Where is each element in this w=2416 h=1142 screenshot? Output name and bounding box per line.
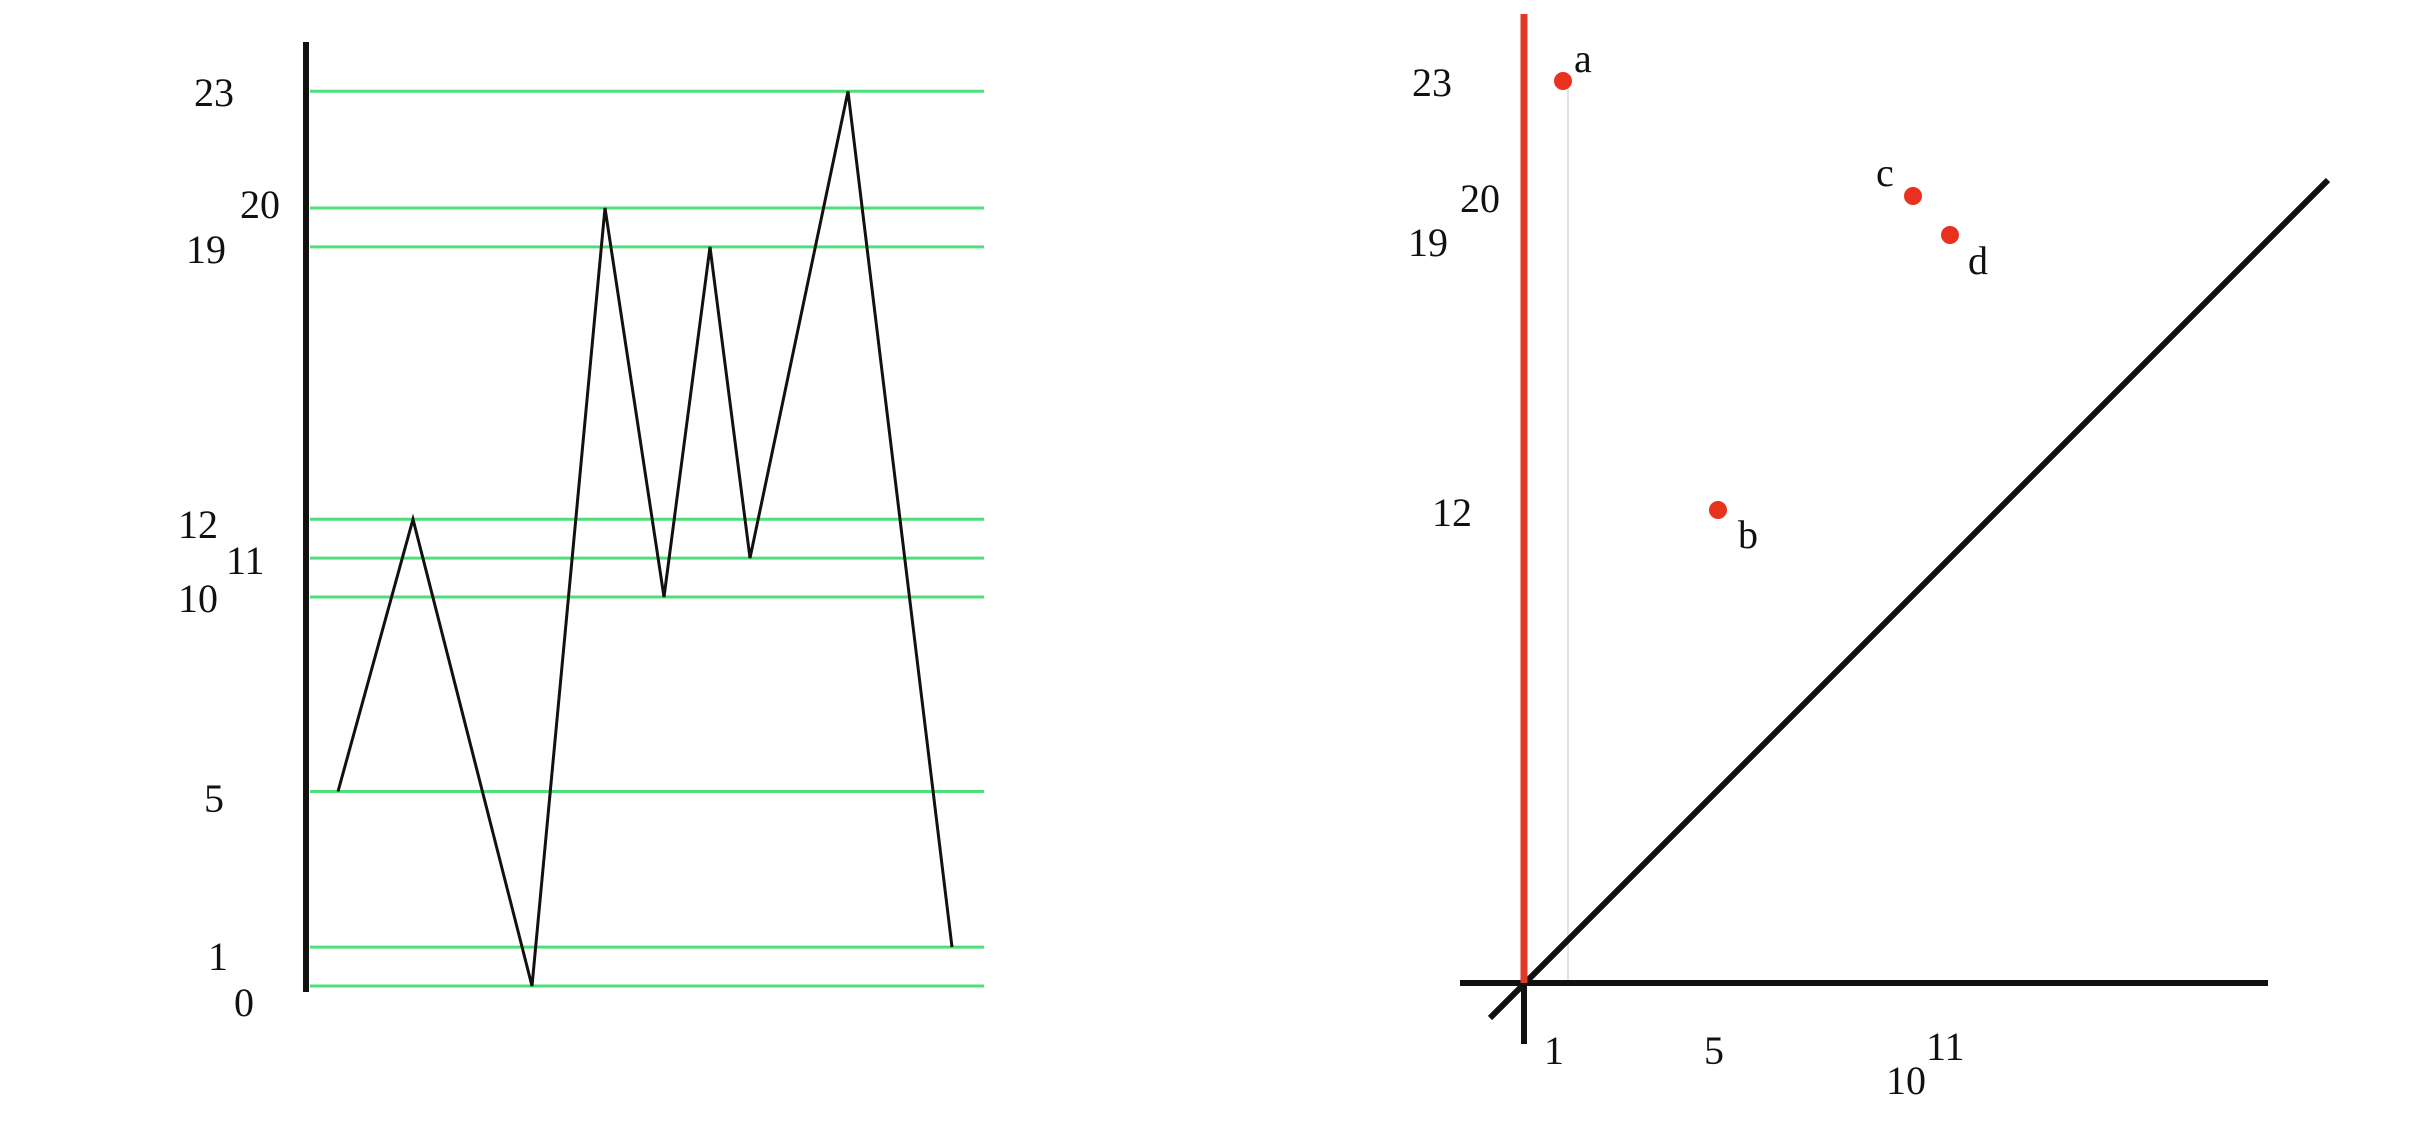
point-label-a: a — [1574, 36, 1592, 81]
level-label-23: 23 — [194, 70, 234, 115]
x-label-1: 1 — [1544, 1028, 1564, 1073]
level-lines — [310, 89, 984, 988]
x-label-10: 10 — [1886, 1058, 1926, 1103]
level-label-1: 1 — [208, 934, 228, 979]
level-label-19: 19 — [186, 227, 226, 272]
level-label-11: 11 — [226, 538, 265, 583]
x-label-11: 11 — [1926, 1024, 1965, 1069]
point-label-d: d — [1968, 238, 1988, 283]
y-label-12: 12 — [1432, 490, 1472, 535]
x-label-5: 5 — [1704, 1028, 1724, 1073]
level-label-10: 10 — [178, 576, 218, 621]
level-label-12: 12 — [178, 502, 218, 547]
point-a — [1554, 72, 1572, 90]
point-label-c: c — [1876, 150, 1894, 195]
left-panel: 23 20 19 12 11 10 5 1 0 — [178, 42, 984, 1025]
level-label-5: 5 — [204, 776, 224, 821]
point-d — [1941, 226, 1959, 244]
diagonal-line — [1487, 177, 2331, 1021]
point-c — [1904, 187, 1922, 205]
right-panel: 23 20 19 12 1 5 10 11 a b c d — [1408, 14, 2331, 1103]
point-b — [1709, 501, 1727, 519]
level-label-20: 20 — [240, 182, 280, 227]
y-label-20: 20 — [1460, 176, 1500, 221]
point-label-b: b — [1738, 512, 1758, 557]
y-label-19: 19 — [1408, 220, 1448, 265]
level-label-0: 0 — [234, 980, 254, 1025]
profile-line — [336, 90, 954, 987]
y-label-23: 23 — [1412, 60, 1452, 105]
